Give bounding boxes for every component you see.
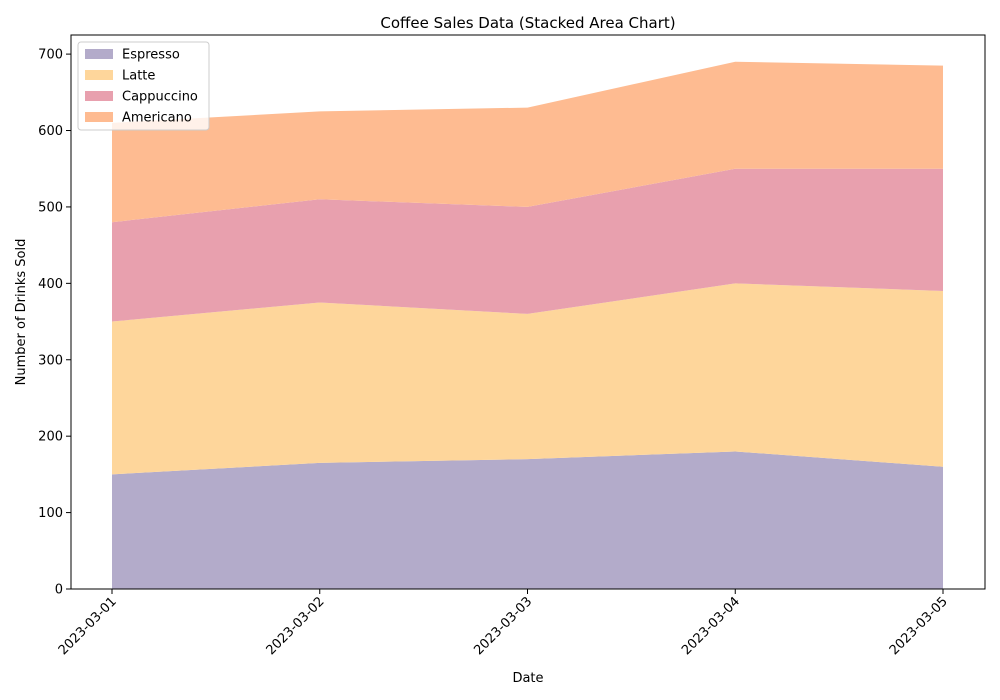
x-axis-label: Date <box>512 671 543 686</box>
y-axis: 0 100 200 300 400 500 600 700 <box>38 48 71 598</box>
legend-swatch-cappuccino <box>85 91 113 101</box>
y-tick-label: 400 <box>38 277 63 292</box>
area-americano <box>112 61 943 223</box>
x-tick-label: 2023-03-01 <box>56 594 120 658</box>
legend-label-espresso: Espresso <box>122 48 180 63</box>
legend-swatch-americano <box>85 112 113 122</box>
area-latte <box>112 283 943 475</box>
y-tick-label: 300 <box>38 353 63 368</box>
x-tick-label: 2023-03-05 <box>887 594 951 658</box>
legend: Espresso Latte Cappuccino Americano <box>77 41 210 131</box>
y-tick-label: 600 <box>38 124 63 139</box>
legend-label-cappuccino: Cappuccino <box>122 90 198 105</box>
legend-label-americano: Americano <box>122 111 192 126</box>
area-cappuccino <box>112 168 943 322</box>
y-tick-label: 0 <box>55 583 63 598</box>
area-espresso <box>112 451 943 589</box>
y-axis-label: Number of Drinks Sold <box>14 239 29 386</box>
area-layers <box>112 61 943 589</box>
legend-label-latte: Latte <box>122 69 155 84</box>
legend-swatch-espresso <box>85 49 113 59</box>
x-axis: 2023-03-01 2023-03-02 2023-03-03 2023-03-04… <box>56 589 951 658</box>
x-tick-label: 2023-03-03 <box>471 594 535 658</box>
legend-swatch-latte <box>85 70 113 80</box>
y-tick-label: 500 <box>38 200 63 215</box>
y-tick-label: 700 <box>38 48 63 63</box>
x-tick-label: 2023-03-04 <box>679 594 743 658</box>
y-tick-label: 100 <box>38 506 63 521</box>
y-tick-label: 200 <box>38 430 63 445</box>
chart-title: Coffee Sales Data (Stacked Area Chart) <box>380 14 675 32</box>
x-tick-label: 2023-03-02 <box>264 594 328 658</box>
legend-box <box>77 41 210 131</box>
